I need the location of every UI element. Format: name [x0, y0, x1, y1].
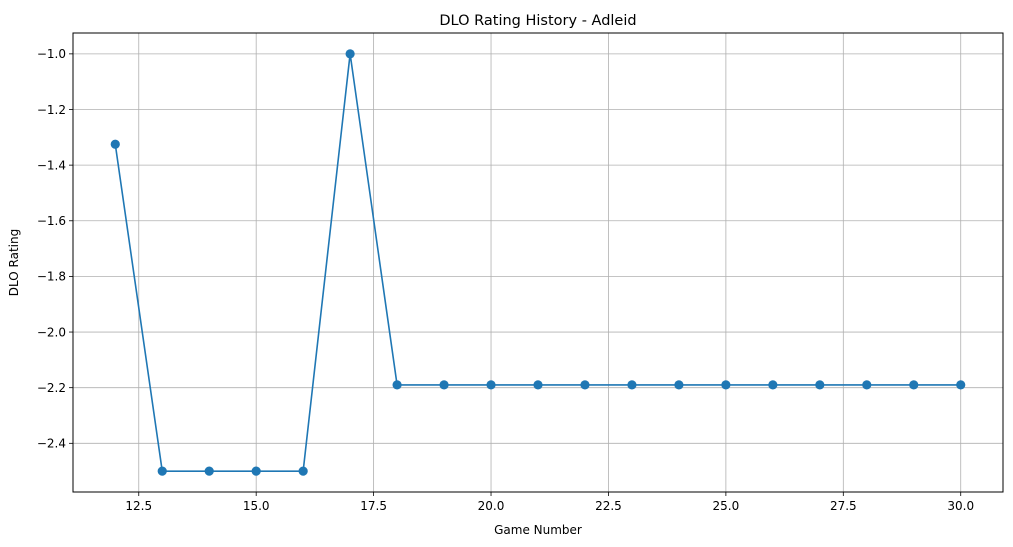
data-point [815, 380, 825, 390]
data-point [580, 380, 590, 390]
y-tick-label: −1.6 [37, 214, 66, 228]
x-tick-label: 30.0 [947, 499, 974, 513]
data-point [204, 466, 214, 476]
data-point [298, 466, 308, 476]
data-point [345, 49, 355, 59]
x-tick-label: 12.5 [125, 499, 152, 513]
x-tick-label: 27.5 [830, 499, 857, 513]
y-tick-label: −1.8 [37, 270, 66, 284]
x-tick-label: 17.5 [360, 499, 387, 513]
x-axis-label: Game Number [494, 523, 582, 537]
data-point [486, 380, 496, 390]
data-point [862, 380, 872, 390]
data-point [251, 466, 261, 476]
data-point [956, 380, 966, 390]
data-point [627, 380, 637, 390]
chart-title: DLO Rating History - Adleid [439, 13, 636, 29]
x-tick-label: 20.0 [478, 499, 505, 513]
y-tick-label: −1.4 [37, 158, 66, 172]
data-point [674, 380, 684, 390]
x-tick-label: 22.5 [595, 499, 622, 513]
y-axis-label: DLO Rating [7, 229, 21, 296]
data-point [768, 380, 778, 390]
y-tick-label: −2.2 [37, 381, 66, 395]
data-point [909, 380, 919, 390]
x-tick-label: 15.0 [243, 499, 270, 513]
data-point [157, 466, 167, 476]
plot-area: 12.5 15.0 17.5 20.0 22.5 25.0 27.5 30.0 −1.0 −1.2… [37, 32, 1004, 513]
data-point [392, 380, 402, 390]
y-tick-label: −1.2 [37, 103, 66, 117]
data-point [533, 380, 543, 390]
plot-frame [72, 32, 1004, 493]
data-point [721, 380, 731, 390]
y-tick-label: −2.4 [37, 437, 66, 451]
data-point [439, 380, 449, 390]
y-tick-label: −2.0 [37, 325, 66, 339]
x-tick-label: 25.0 [713, 499, 740, 513]
y-tick-label: −1.0 [37, 47, 66, 61]
data-point [110, 139, 120, 149]
